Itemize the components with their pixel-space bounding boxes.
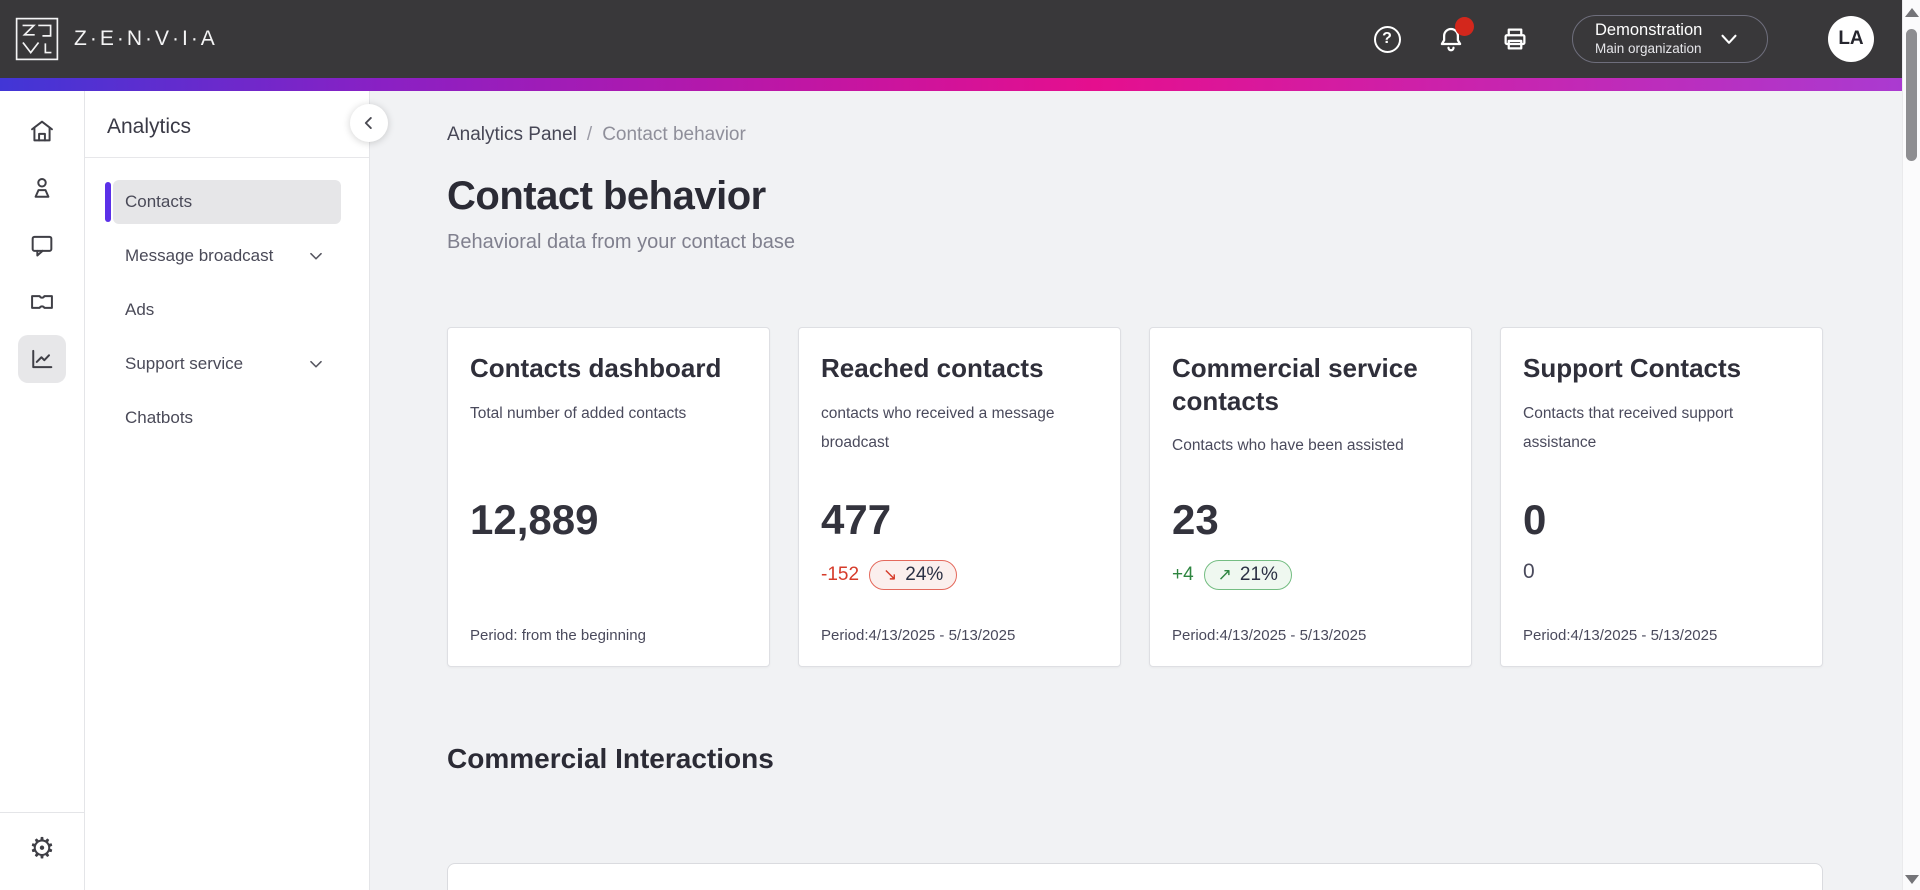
card-value: 23 [1172,496,1219,543]
organization-subtitle: Main organization [1595,40,1702,56]
organization-name: Demonstration [1595,21,1703,40]
notification-badge [1455,17,1474,36]
card-period: Period: from the beginning [470,627,646,644]
card-title: Contacts dashboard [470,353,722,383]
scrollbar-thumb[interactable] [1906,29,1917,161]
chat-icon [31,235,53,257]
main-content: Analytics Panel / Contact behavior Conta… [370,91,1920,890]
chevron-left-icon [364,117,372,129]
sidebar-item-label: Message broadcast [125,246,274,265]
icon-rail: ⚙ [0,91,85,890]
sidebar-item-label: Chatbots [125,408,194,427]
card-description: Contacts who have been assisted [1172,437,1404,454]
scroll-up-arrow-icon[interactable] [1905,8,1919,17]
brand: Z·E·N·V·I·A [14,16,218,62]
help-button[interactable]: ? [1372,24,1402,54]
chevron-down-icon [1721,34,1737,44]
sidebar-title: Analytics [107,115,192,138]
sidebar-item-chatbots[interactable]: Chatbots [113,396,341,440]
trend-row: -152 ↘ 24% [821,560,958,590]
sidebar-item-ads[interactable]: Ads [113,288,341,332]
zenvia-logo-icon [15,17,59,61]
card-description: Contacts that received support assistanc… [1523,404,1734,451]
sidebar-item-message-broadcast[interactable]: Message broadcast [113,234,341,278]
rail-item-campaigns[interactable] [18,278,66,326]
section-title-commercial-interactions: Commercial Interactions [447,743,774,774]
top-right-cluster: ? Demonstration Main organization [1372,15,1874,63]
vertical-scrollbar[interactable] [1902,0,1920,890]
sidebar-item-contacts[interactable]: Contacts [105,180,341,224]
card-value: 12,889 [470,496,599,543]
rail-item-conversations[interactable] [18,221,66,269]
organization-selector[interactable]: Demonstration Main organization [1572,15,1768,63]
card-secondary-value: 0 [1523,560,1535,583]
trend-badge: ↗ 21% [1203,560,1292,590]
card-period: Period:4/13/2025 - 5/13/2025 [1523,627,1718,644]
page-subtitle: Behavioral data from your contact base [447,231,795,253]
trend-percentage: 24% [905,564,944,585]
notifications-button[interactable] [1436,17,1474,54]
brand-wordmark: Z·E·N·V·I·A [74,27,218,50]
trend-row: +4 ↗ 21% [1172,560,1292,590]
card-title: Commercial service contacts [1172,353,1418,416]
breadcrumb-separator: / [586,124,593,145]
rail-bottom-section: ⚙ [0,812,84,890]
ticket-icon [31,295,53,309]
kpi-cards-row: Contacts dashboard Total number of added… [447,327,1920,667]
delta-value: -152 [821,564,860,585]
trend-badge: ↘ 24% [869,560,958,590]
sidebar-item-label: Support service [125,354,244,373]
delta-value: +4 [1172,564,1194,585]
printer-icon [1504,28,1526,50]
card-reached-contacts: Reached contacts contacts who received a… [798,327,1121,667]
brand-gradient-bar [0,78,1920,91]
person-icon [34,178,50,198]
print-button[interactable] [1500,24,1530,54]
trend-percentage: 21% [1239,564,1278,585]
active-indicator-bar [105,182,111,222]
chevron-down-icon [310,252,322,260]
card-description: contacts who received a message broadcas… [821,404,1055,451]
analytics-sidebar: Analytics Contacts Message broadcast Ads… [85,91,388,890]
trend-down-icon: ↘ [883,565,898,584]
analytics-chart-icon [32,349,53,369]
rail-item-home[interactable] [18,107,66,155]
commercial-interactions-card-partial [447,863,1823,890]
card-support-contacts: Support Contacts Contacts that received … [1500,327,1823,667]
settings-gear-icon[interactable]: ⚙ [29,833,55,865]
sidebar-divider [85,157,369,158]
sidebar-item-label: Ads [125,300,155,319]
card-contacts-dashboard: Contacts dashboard Total number of added… [447,327,770,667]
breadcrumb: Analytics Panel / Contact behavior [447,124,1920,146]
sidebar-item-label: Contacts [125,192,193,211]
breadcrumb-current: Contact behavior [602,124,746,145]
sidebar-nav: Contacts Message broadcast Ads Support s… [85,158,369,440]
card-period: Period:4/13/2025 - 5/13/2025 [821,627,1016,644]
card-commercial-service-contacts: Commercial service contacts Contacts who… [1149,327,1472,667]
rail-item-analytics[interactable] [18,335,66,383]
trend-up-icon: ↗ [1217,565,1232,584]
home-icon [31,120,53,142]
rail-item-contacts[interactable] [18,164,66,212]
card-period: Period:4/13/2025 - 5/13/2025 [1172,627,1367,644]
breadcrumb-analytics-panel[interactable]: Analytics Panel [447,124,577,145]
avatar[interactable]: LA [1828,16,1874,62]
sidebar-collapse-button[interactable] [350,104,388,142]
card-value: 477 [821,496,892,543]
sidebar-item-support-service[interactable]: Support service [113,342,341,386]
card-value: 0 [1523,496,1547,543]
chevron-down-icon [310,360,322,368]
card-title: Support Contacts [1523,353,1742,383]
top-bar: Z·E·N·V·I·A ? Demonstration Main organiz… [0,0,1920,78]
card-description: Total number of added contacts [470,404,687,422]
card-title: Reached contacts [821,353,1044,383]
help-icon: ? [1373,25,1401,53]
page-title: Contact behavior [447,174,766,218]
scroll-down-arrow-icon[interactable] [1905,875,1919,884]
